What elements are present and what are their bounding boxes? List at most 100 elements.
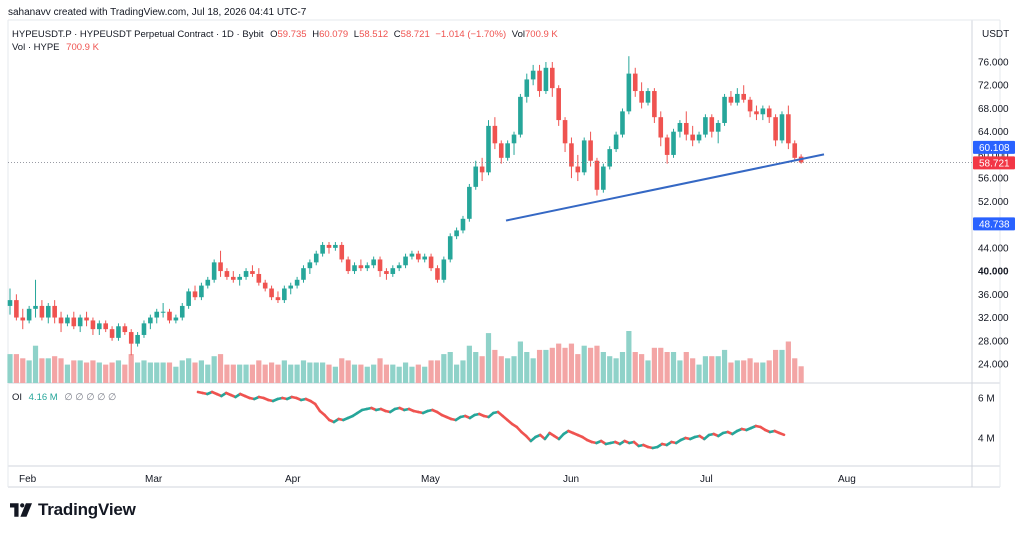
currency-label[interactable]: USDT [982, 29, 1009, 40]
candle-body [556, 88, 561, 121]
support-trendline[interactable] [505, 153, 825, 222]
candle-body [199, 285, 204, 298]
open-label: O [270, 29, 278, 40]
volume-bar [728, 362, 734, 383]
tradingview-logo[interactable]: TradingView [10, 500, 136, 520]
candle-body [677, 122, 683, 132]
volume-bar [460, 360, 466, 383]
volume-bar [441, 354, 447, 383]
volume-bar [651, 347, 657, 383]
volume-bar [7, 354, 13, 383]
candle-body [148, 317, 153, 324]
volume-bar [135, 362, 141, 383]
volume-bar [71, 360, 77, 383]
volume-bar [198, 360, 204, 383]
candle-body [460, 218, 466, 231]
candle-body [243, 271, 249, 277]
volume-bar [237, 364, 243, 383]
symbol-name[interactable]: HYPEUSDT.P · HYPEUSDT Perpetual Contract… [12, 29, 264, 40]
volume-bar [166, 362, 173, 383]
candle-body [747, 99, 753, 112]
candle-body [345, 259, 351, 272]
oi-pane: 6 M 4 M [196, 390, 995, 450]
last-price-label: 58.721 [973, 156, 1015, 170]
month-label: May [421, 474, 440, 485]
oi-label[interactable]: OI [12, 392, 23, 403]
volume-bar [332, 366, 338, 383]
price-tick-label: 76.000 [978, 58, 1009, 69]
volume-bar [702, 356, 709, 383]
volume-bar [792, 358, 798, 383]
volume-bar [58, 358, 64, 383]
volume-bar [670, 352, 677, 383]
candle-body [186, 291, 191, 306]
candle-body [339, 244, 345, 260]
volume-bar [268, 362, 275, 383]
volume-bar [658, 347, 664, 383]
candle-body [71, 317, 77, 327]
volume-bar [211, 356, 217, 383]
volume-bar [645, 360, 651, 383]
candle-body [479, 166, 485, 173]
volume-bar [600, 352, 606, 383]
vol-value: 700.9 K [525, 29, 558, 40]
volume-bar [415, 364, 421, 383]
candle-body [301, 268, 306, 280]
candle-body [390, 268, 396, 274]
volume-bar [326, 364, 332, 383]
volume-bar [243, 364, 249, 383]
volume-bar [422, 366, 428, 383]
volume-bar [20, 358, 26, 383]
candle-body [562, 120, 568, 144]
price-tick-label: 28.000 [978, 336, 1009, 347]
volume-bar [549, 347, 555, 383]
volume-bar [64, 364, 71, 383]
volume-bar [141, 360, 147, 383]
oi-legend[interactable]: OI 4.16 M ∅ ∅ ∅ ∅ ∅ [12, 392, 116, 403]
candle-body [167, 311, 172, 321]
volume-bar [307, 362, 313, 383]
symbol-legend[interactable]: HYPEUSDT.P · HYPEUSDT Perpetual Contract… [12, 29, 558, 40]
candle-body [594, 160, 600, 190]
volume-bar [345, 360, 351, 383]
candle-body [607, 149, 613, 167]
candle-body [416, 253, 421, 260]
price-tick-label: 44.000 [978, 243, 1009, 254]
candle-body [262, 282, 268, 289]
volume-indicator-name[interactable]: Vol · HYPE [12, 42, 60, 53]
price-tick-label: 36.000 [978, 290, 1009, 301]
volume-bar [434, 360, 441, 383]
candle-body [550, 67, 555, 89]
candle-body [709, 117, 715, 132]
volume-bars [7, 331, 804, 383]
oi-segment [778, 431, 786, 437]
candle-body [683, 122, 689, 135]
month-label: Jul [700, 474, 713, 485]
high-label: H [312, 29, 320, 40]
candle-body [690, 134, 695, 141]
volume-bar [581, 345, 587, 383]
candle-body [524, 79, 530, 97]
volume-bar [677, 360, 683, 383]
candle-body [735, 93, 740, 103]
attribution-text: sahanavv created with TradingView.com, J… [8, 7, 307, 18]
volume-bar [639, 354, 645, 383]
tradingview-logo-text: TradingView [38, 500, 136, 519]
candle-body [428, 256, 434, 269]
candle-body [671, 131, 676, 155]
volume-bar [536, 349, 543, 383]
volume-bar [313, 362, 319, 383]
candle-body [741, 93, 746, 100]
candle-body [39, 305, 45, 318]
volume-legend[interactable]: Vol · HYPE 700.9 K [12, 42, 99, 53]
volume-bar [83, 362, 90, 383]
candle-body [492, 125, 498, 144]
candle-body [218, 262, 223, 272]
candle-body [569, 143, 574, 167]
candle-body [422, 256, 427, 260]
open-value: 59.735 [277, 29, 307, 40]
volume-bar [479, 356, 485, 383]
candle-body [109, 329, 115, 338]
